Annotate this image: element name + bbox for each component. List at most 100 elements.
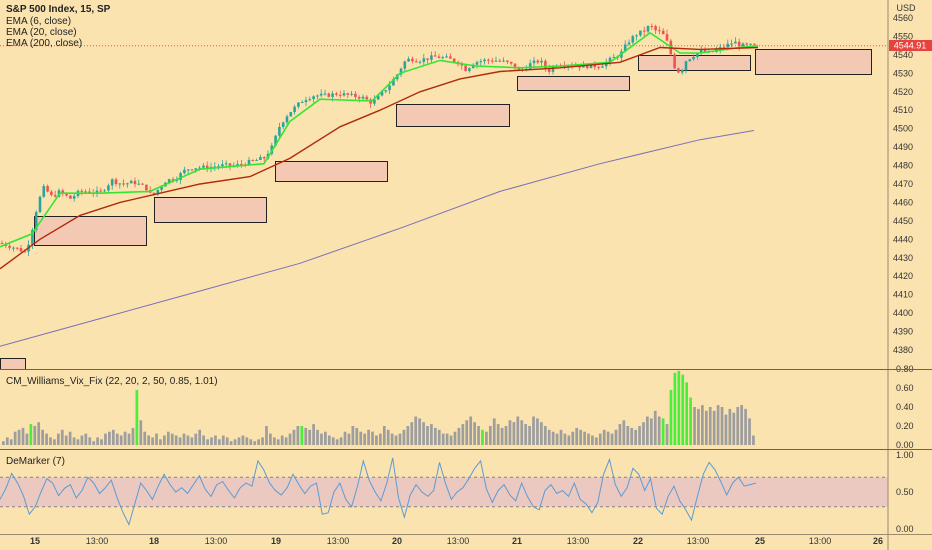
demarker-tick-label: 0.50	[896, 487, 914, 497]
vix-bar	[108, 431, 111, 445]
candle-body	[726, 43, 730, 48]
candle-body	[490, 60, 494, 62]
candle-body	[80, 190, 84, 192]
vix-bar	[430, 424, 433, 445]
vix-bar	[598, 433, 602, 445]
vix-bar	[206, 439, 209, 445]
vix-bar	[728, 408, 732, 445]
legend-vix-fix[interactable]: CM_Williams_Vix_Fix (22, 20, 2, 50, 0.85…	[6, 376, 218, 387]
vix-bar	[520, 420, 524, 445]
time-tick-label: 20	[392, 536, 402, 546]
vix-bar	[13, 431, 17, 445]
vix-bar	[33, 426, 37, 445]
vix-bar	[473, 422, 476, 445]
candle-body	[589, 63, 593, 69]
vix-bar	[233, 439, 237, 445]
vix-bar	[689, 397, 692, 445]
vix-bar	[249, 439, 253, 445]
vix-bar	[241, 435, 245, 445]
vix-bar	[37, 422, 41, 445]
price-tick-label: 4390	[893, 327, 913, 337]
candle-body	[107, 185, 110, 191]
vix-bar	[634, 429, 637, 445]
candle-body	[608, 57, 612, 62]
vix-bar	[56, 433, 60, 445]
vix-bar	[697, 408, 700, 445]
vix-bar	[253, 441, 257, 445]
candle-body	[376, 95, 380, 100]
price-tick-label: 4460	[893, 197, 913, 207]
time-tick-label: 13:00	[687, 536, 710, 546]
price-tick-label: 4450	[893, 216, 913, 226]
legend-ema200[interactable]: EMA (200, close)	[6, 38, 82, 49]
candle-body	[240, 164, 243, 166]
vix-bar	[701, 405, 704, 445]
candle-body	[236, 164, 239, 166]
candle-body	[122, 183, 125, 185]
vix-bar	[681, 374, 685, 445]
candle-body	[335, 93, 338, 95]
legend-ema20[interactable]: EMA (20, close)	[6, 27, 77, 38]
price-axis-unit: USD	[896, 3, 916, 13]
demarker-pane	[0, 457, 888, 526]
vix-bar	[159, 439, 162, 445]
vix-bar	[115, 433, 119, 445]
vix-bar	[426, 426, 429, 445]
candle-body	[46, 186, 49, 192]
vix-bar	[606, 431, 610, 445]
candle-body	[471, 64, 475, 69]
candle-body	[304, 100, 308, 103]
ema-line-20	[0, 46, 759, 270]
candle-body	[445, 56, 448, 58]
candle-body	[274, 135, 277, 146]
vix-bar	[316, 429, 319, 445]
candle-body	[631, 36, 635, 43]
zone-box	[154, 197, 267, 223]
vix-bar	[261, 437, 264, 445]
vix-bar	[559, 429, 563, 445]
vix-bar	[375, 435, 378, 445]
candle-body	[293, 106, 296, 113]
candle-body	[639, 30, 642, 36]
vix-bar	[119, 435, 123, 445]
vix-bar	[21, 427, 25, 445]
vix-bar	[84, 433, 88, 445]
legend-demarker[interactable]: DeMarker (7)	[6, 456, 65, 467]
vix-bar	[2, 441, 5, 445]
candle-body	[528, 63, 532, 69]
candle-body	[198, 167, 201, 169]
price-tick-label: 4530	[893, 68, 913, 78]
zone-box	[34, 216, 147, 246]
candle-body	[53, 195, 57, 197]
demarker-line	[0, 457, 757, 526]
vix-bar	[410, 422, 414, 445]
candle-body	[692, 56, 695, 60]
vix-bar	[304, 427, 308, 445]
vix-bar	[202, 435, 206, 445]
vix-bar	[190, 437, 194, 445]
candle-body	[156, 189, 160, 195]
candle-body	[487, 59, 490, 61]
candle-body	[23, 251, 27, 253]
vix-bar	[64, 435, 68, 445]
chart-title[interactable]: S&P 500 Index, 15, SP	[6, 4, 111, 15]
price-tick-label: 4440	[893, 234, 913, 244]
demarker-tick-label: 1.00	[896, 450, 914, 460]
legend-ema6[interactable]: EMA (6, close)	[6, 16, 71, 27]
vix-bar	[512, 422, 516, 445]
candle-body	[251, 159, 255, 161]
vix-bar	[587, 433, 590, 445]
candle-body	[361, 96, 365, 99]
candle-body	[289, 112, 293, 117]
vix-bar	[92, 441, 96, 445]
candle-body	[502, 60, 505, 62]
candle-body	[126, 183, 129, 185]
vix-bar	[221, 435, 225, 445]
candle-body	[255, 160, 258, 162]
vix-bar	[347, 433, 351, 445]
axes: 4380 4390 4400 4410 4420 4430 4440 4450 4460 4470…	[30, 13, 914, 546]
candle-body	[316, 95, 319, 97]
vix-bar	[591, 435, 594, 445]
vix-bar	[555, 433, 559, 445]
